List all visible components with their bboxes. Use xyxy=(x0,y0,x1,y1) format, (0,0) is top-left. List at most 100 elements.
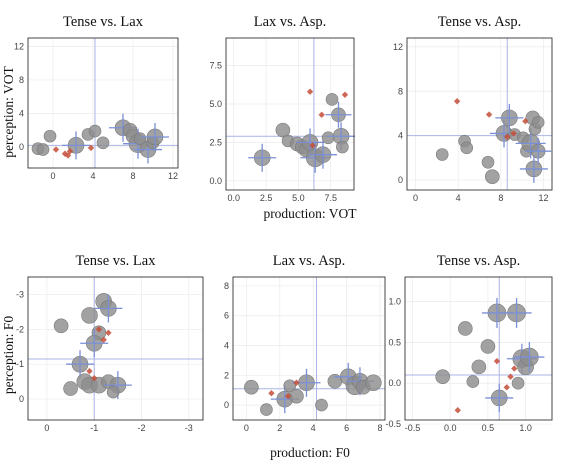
panel-title: Tense vs. Asp. xyxy=(438,14,522,30)
red-diamond-point xyxy=(511,365,518,372)
x-tick-label: 0 xyxy=(413,193,418,203)
x-tick-label: 0.0 xyxy=(444,423,457,433)
red-diamond-point xyxy=(485,111,493,118)
x-tick-label: 0.5 xyxy=(482,423,495,433)
data-bubble xyxy=(435,148,449,161)
y-tick-label: 0 xyxy=(224,400,229,410)
red-diamond-point xyxy=(453,98,461,105)
red-diamond-point xyxy=(284,392,292,400)
data-bubble xyxy=(325,93,339,106)
red-diamond-point xyxy=(318,111,325,118)
data-bubble xyxy=(289,388,304,404)
red-diamond-point xyxy=(306,88,314,95)
panel-2: Lax vs. Asp. 0.0 2.5 5.0 7.5 0.0 2.5 5.0 7.5 xyxy=(209,14,356,203)
red-diamond-point xyxy=(503,384,510,391)
data-bubble xyxy=(481,155,495,169)
x-tick-label: 4 xyxy=(90,171,95,181)
x-tick-label: 12 xyxy=(168,171,178,181)
y-tick-label: 0.5 xyxy=(388,337,401,347)
panel-6: Tense vs. Asp. -0.5 0.0 0.5 1.0 -0.5 0.0 0.5 1.0 xyxy=(385,253,553,433)
y-tick-label: 5.0 xyxy=(209,99,222,109)
y-tick-label: 1.0 xyxy=(388,297,401,307)
data-bubble xyxy=(458,321,473,336)
data-bubble xyxy=(460,141,474,155)
x-tick-label: 4 xyxy=(456,193,461,203)
panel-3: Tense vs. Asp. 0 4 8 12 0 4 8 12 xyxy=(393,14,553,203)
x-tick-label: 8 xyxy=(498,193,503,203)
data-bubble xyxy=(321,131,335,145)
data-bubble xyxy=(88,124,102,138)
x-axis-label-row2: production: F0 xyxy=(270,445,350,460)
x-tick-label: 6 xyxy=(344,423,349,433)
y-tick-label: 8 xyxy=(224,281,229,291)
red-diamond-point xyxy=(91,374,98,382)
x-tick-label: 0 xyxy=(44,423,49,433)
data-bubble xyxy=(260,403,273,416)
data-bubble xyxy=(466,375,480,388)
data-bubble xyxy=(36,143,50,156)
panel-title: Lax vs. Asp. xyxy=(254,14,327,30)
x-tick-label: 0.0 xyxy=(227,193,240,203)
red-diamond-point xyxy=(522,118,529,125)
x-tick-label: 7.5 xyxy=(324,193,337,203)
x-tick-label: 5.0 xyxy=(292,193,305,203)
x-tick-label: 4 xyxy=(311,423,316,433)
data-bubble xyxy=(471,359,487,375)
red-diamond-point xyxy=(87,144,95,152)
panel-5: Lax vs. Asp. 0 2 4 6 8 0 2 4 6 8 xyxy=(224,253,386,433)
x-tick-label: 2.5 xyxy=(260,193,273,203)
x-tick-label: -3 xyxy=(185,423,193,433)
panel-4: Tense vs. Lax 0 -1 -2 -3 0 -1 -2 -3 xyxy=(16,253,204,433)
x-tick-label: 8 xyxy=(130,171,135,181)
panel-title: Tense vs. Lax xyxy=(76,253,157,269)
y-tick-label: 0 xyxy=(19,142,24,152)
x-tick-label: -2 xyxy=(138,423,146,433)
data-bubble xyxy=(511,376,525,390)
data-bubble xyxy=(133,132,147,145)
panel-frame xyxy=(225,37,355,191)
y-tick-label: 8 xyxy=(398,86,403,96)
red-diamond-point xyxy=(504,133,511,140)
panel-frame xyxy=(27,276,204,421)
y-tick-label: 0 xyxy=(19,394,24,404)
y-tick-label: 12 xyxy=(393,42,403,52)
red-diamond-point xyxy=(341,91,349,99)
data-bubble xyxy=(315,398,328,412)
red-diamond-point xyxy=(95,326,103,333)
x-tick-label: 1.0 xyxy=(519,423,532,433)
x-tick-label: 0 xyxy=(244,423,249,433)
y-axis-label-row2: perception: F0 xyxy=(1,316,16,395)
data-bubble xyxy=(484,169,500,184)
panel-1: Tense vs. Lax 0 4 8 12 0 4 8 12 xyxy=(14,14,179,181)
red-diamond-point xyxy=(309,142,316,149)
x-tick-label: 2 xyxy=(277,423,282,433)
panel-title: Tense vs. Asp. xyxy=(437,253,521,269)
data-bubble xyxy=(244,379,259,395)
y-tick-label: 2 xyxy=(224,370,229,380)
y-tick-label: -3 xyxy=(16,289,24,299)
red-diamond-point xyxy=(86,367,93,375)
data-bubble xyxy=(63,381,78,396)
panel-title: Tense vs. Lax xyxy=(63,14,144,30)
y-tick-label: 0.0 xyxy=(388,378,401,388)
data-bubble xyxy=(365,374,382,392)
x-tick-label: -0.5 xyxy=(405,423,421,433)
x-tick-label: -1 xyxy=(90,423,98,433)
y-tick-label: 4 xyxy=(224,341,229,351)
red-diamond-point xyxy=(493,357,501,365)
data-bubble xyxy=(43,129,57,143)
panel-frame xyxy=(232,276,386,421)
panel-frame xyxy=(406,37,553,191)
panel-frame xyxy=(404,276,553,421)
x-axis-label-row1: production: VOT xyxy=(263,206,357,221)
panel-frame xyxy=(27,37,179,169)
y-tick-label: 7.5 xyxy=(209,61,222,71)
y-tick-label: 0 xyxy=(398,175,403,185)
data-bubble xyxy=(275,122,291,138)
red-diamond-point xyxy=(105,329,112,337)
y-tick-label: -1 xyxy=(16,359,24,369)
red-diamond-point xyxy=(510,130,517,137)
data-bubble xyxy=(435,369,450,384)
data-bubble xyxy=(96,136,110,150)
